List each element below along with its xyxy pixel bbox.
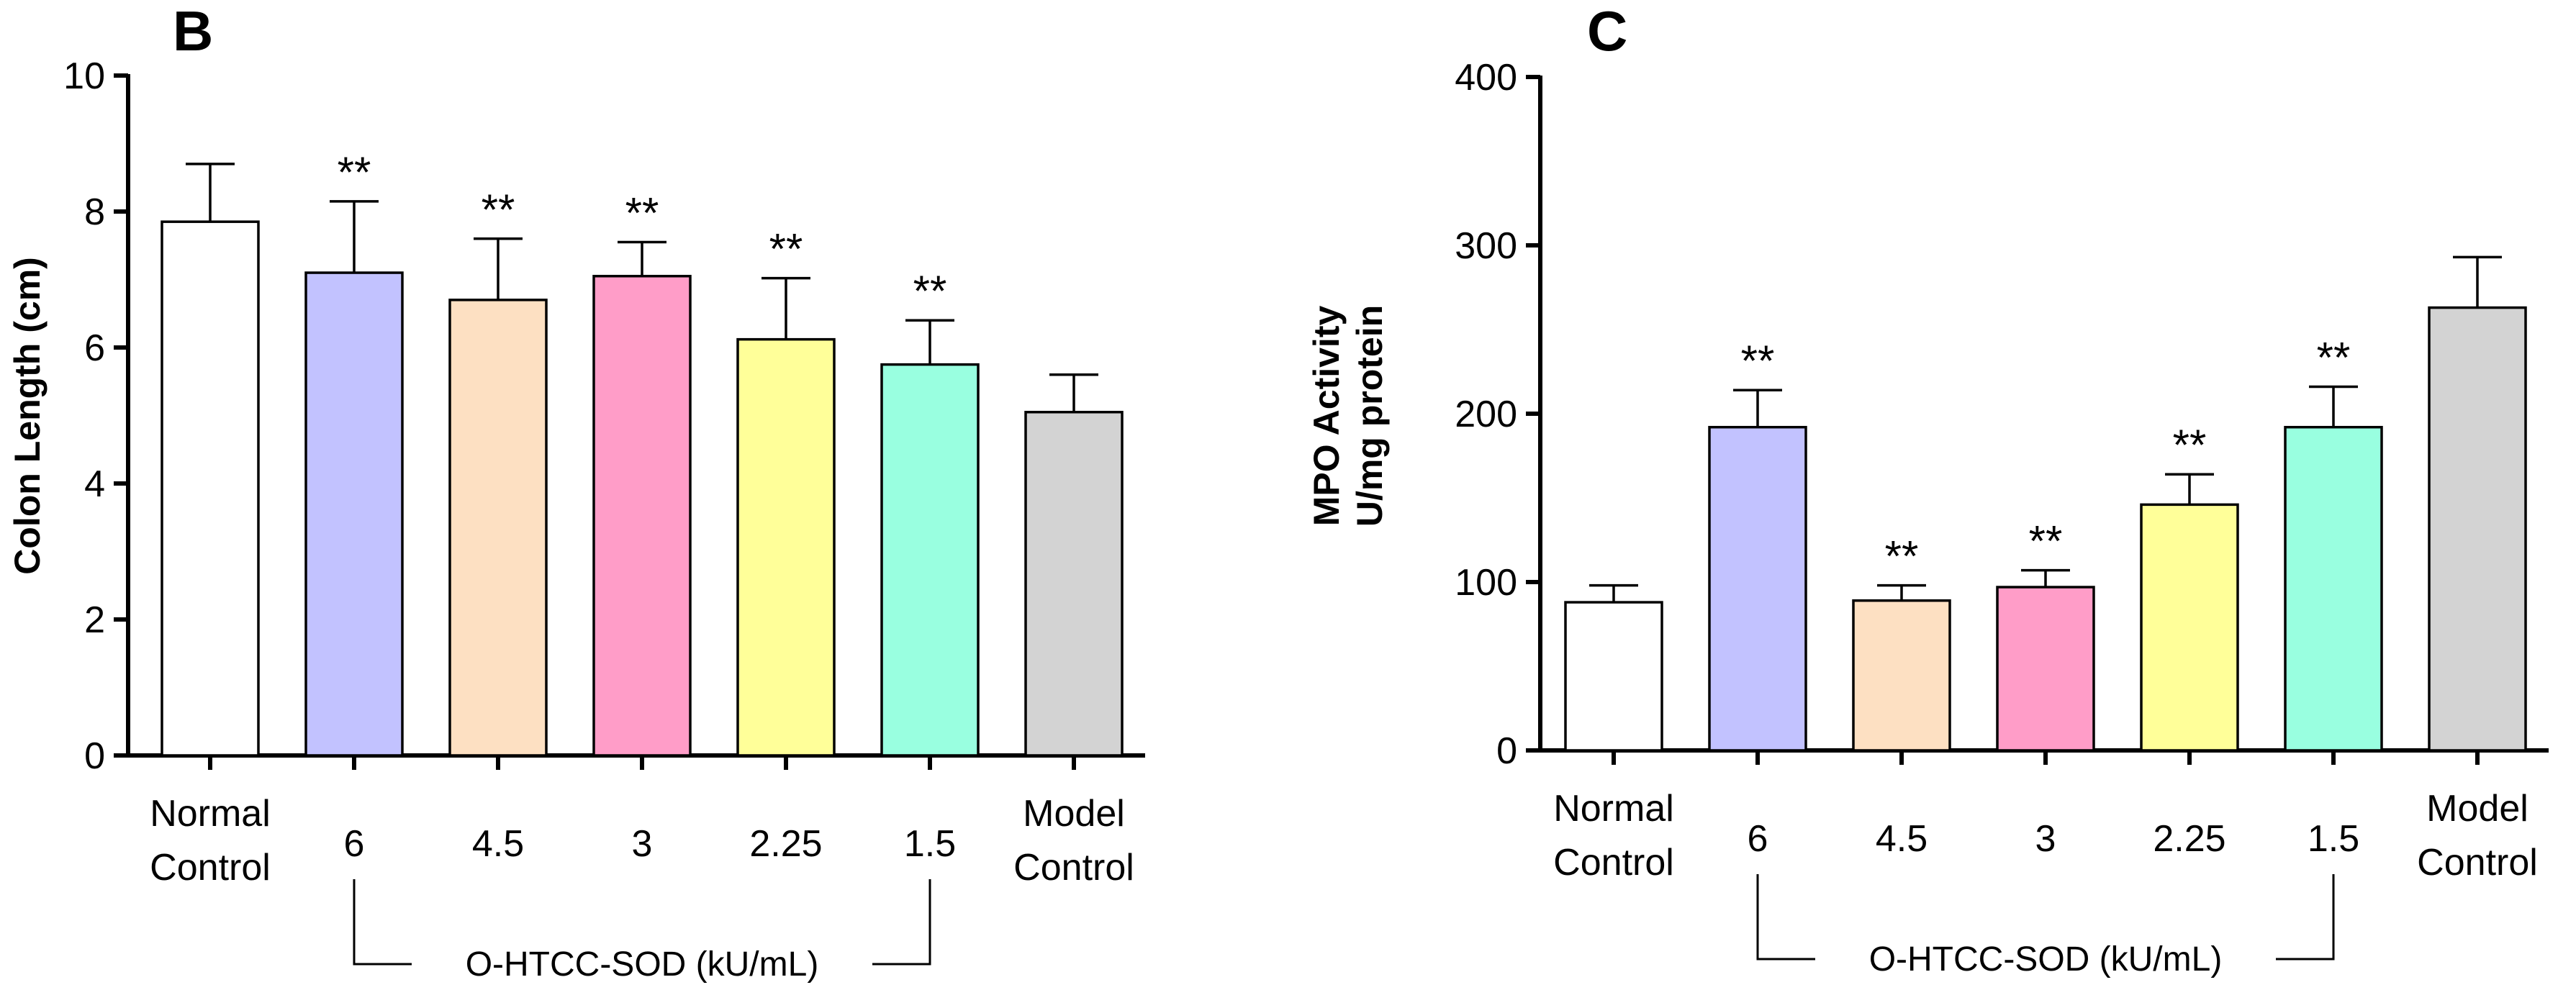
panel-b-x-tick-label: Normal [150, 793, 271, 835]
panel-b-bars [161, 163, 1124, 757]
panel-b-bar [161, 220, 260, 757]
panel-b-bar [1024, 411, 1124, 757]
panel-b-x-tick-label: 1.5 [904, 823, 956, 865]
panel-c-y-tick-label: 300 [1455, 225, 1517, 267]
panel-b-x-tick-label: Control [150, 847, 271, 889]
panel-b-significance-mark: ** [338, 148, 371, 196]
panel-c-x-tick-label: 4.5 [1876, 818, 1928, 860]
panel-b-bar [304, 271, 404, 757]
panel-b-x-tick-label: 6 [344, 823, 365, 865]
panel-c-x-tick-label: Normal [1553, 788, 1674, 830]
panel-b-y-tick-label: 6 [84, 327, 105, 369]
panel-c-y-axis-label: MPO Activity U/mg protein [1306, 305, 1390, 527]
panel-c-y-axis-label-line: MPO Activity [1306, 306, 1347, 527]
panel-c-bar [1996, 586, 2095, 752]
panel-c-significance-mark: ** [2173, 421, 2207, 469]
panel-c-x-tick-label: Control [2417, 842, 2538, 884]
panel-c-bar [2140, 503, 2239, 752]
panel-c-bar [2428, 306, 2527, 752]
panel-c-bar [1708, 425, 1807, 752]
panel-b-label: B [173, 0, 213, 63]
panel-b-significance-mark: ** [913, 267, 947, 315]
panel-c-x-tick-label: Model [2426, 788, 2528, 830]
panel-c-bar [2284, 425, 2383, 752]
panel-c-bars [1564, 255, 2527, 752]
panel-c-y-tick-label: 0 [1496, 730, 1517, 772]
panel-c-bar [1852, 599, 1951, 752]
panel-b-bar [736, 337, 836, 757]
panel-c-significance-mark: ** [2317, 334, 2351, 382]
panel-b-x-tick-label: Model [1023, 793, 1125, 835]
panel-c-group-bracket-left [1756, 874, 1815, 961]
panel-b-y-axis-label: Colon Length (cm) [7, 257, 48, 575]
panel-c-y-axis-label-line: U/mg protein [1350, 305, 1390, 527]
panel-b-y-tick-label: 2 [84, 599, 105, 641]
panel-b-y-tick-label: 4 [84, 463, 105, 505]
panel-c-y-tick-label: 200 [1455, 394, 1517, 435]
panel-b-significance-mark: ** [482, 186, 515, 234]
panel-c-labels: Normal Control ** 6 ** 4.5 ** 3 ** 2.25 ** 1.5 Model… [1553, 334, 2538, 978]
panel-c-x-tick-label: 2.25 [2153, 818, 2225, 860]
panel-b-x-tick-label: Control [1013, 847, 1134, 889]
panel-b-y-tick-label: 8 [84, 191, 105, 233]
panel-b-bar [448, 299, 548, 757]
panel-b-group-bracket-right [872, 879, 931, 966]
panel-b-y-tick-label: 0 [84, 735, 105, 777]
panel-c-x-tick-label: 1.5 [2308, 818, 2359, 860]
panel-b: B 0 2 4 6 8 10 Colon Length (cm) Normal Control… [7, 0, 1145, 984]
panel-b-x-tick-label: 4.5 [472, 823, 524, 865]
panel-c-label: C [1587, 0, 1627, 63]
panel-b-axes: 0 2 4 6 8 10 Colon Length (cm) [7, 55, 1145, 777]
panel-b-x-tick-label: 2.25 [749, 823, 822, 865]
panel-b-x-tick-label: 3 [632, 823, 653, 865]
panel-b-significance-mark: ** [769, 225, 803, 273]
panel-c-y-tick-label: 400 [1455, 57, 1517, 99]
panel-c-y-tick-label: 100 [1455, 562, 1517, 604]
panel-b-significance-mark: ** [625, 189, 659, 237]
panel-c-significance-mark: ** [1741, 337, 1775, 385]
panel-b-group-bracket-left [353, 879, 412, 966]
panel-c-significance-mark: ** [2029, 517, 2063, 566]
panel-c-x-tick-label: Control [1553, 842, 1674, 884]
panel-c-x-tick-label: 6 [1748, 818, 1768, 860]
panel-b-bar [592, 275, 692, 757]
panel-c-group-bracket-right [2276, 874, 2335, 961]
panel-b-bar [880, 363, 980, 757]
panel-c-x-tick-label: 3 [2035, 818, 2056, 860]
panel-c-axes: 0 100 200 300 400 MPO Activity U/mg protein [1306, 57, 2549, 772]
panel-b-labels: Normal Control ** 6 ** 4.5 ** 3 ** 2.25 ** 1.5 Model… [150, 148, 1134, 984]
panel-b-group-bracket-label: O-HTCC-SOD (kU/mL) [466, 945, 819, 984]
panel-c-significance-mark: ** [1885, 532, 1919, 581]
panel-b-y-tick-label: 10 [63, 55, 105, 97]
panel-c-bar [1564, 601, 1663, 752]
panel-c-group-bracket-label: O-HTCC-SOD (kU/mL) [1869, 940, 2223, 978]
